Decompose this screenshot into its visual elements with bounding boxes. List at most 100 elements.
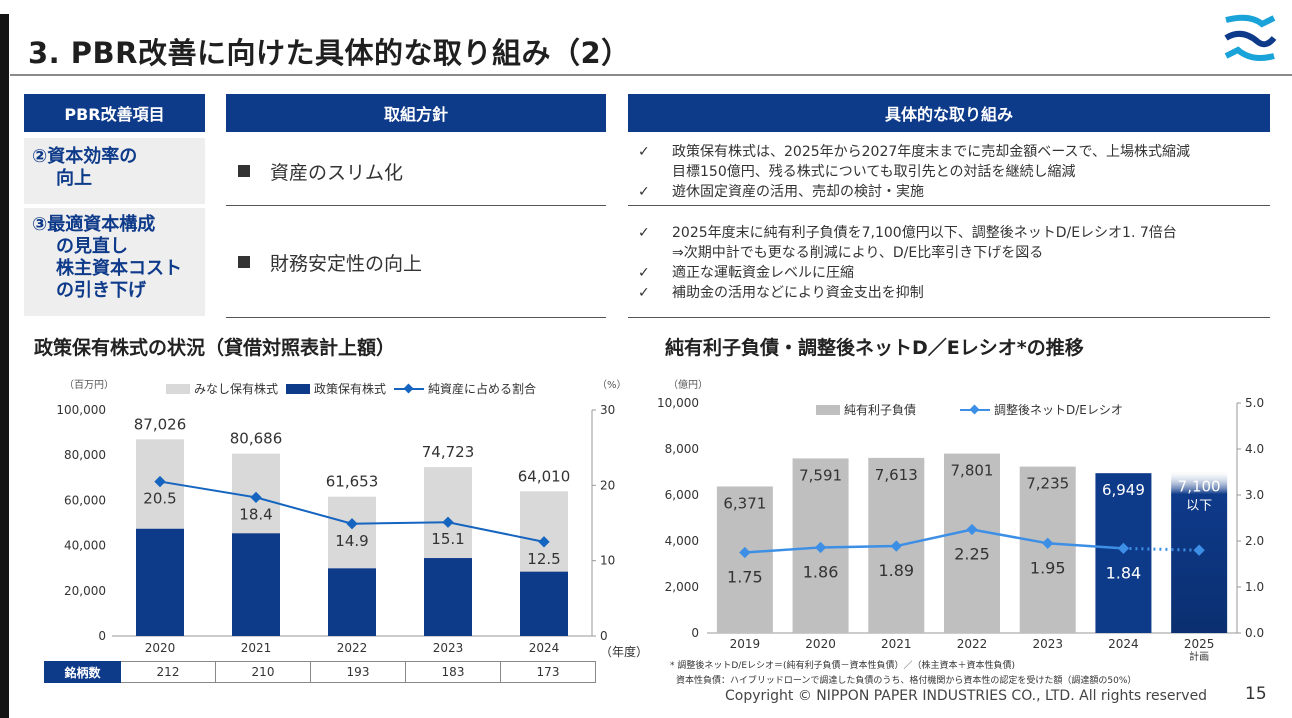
y-tick-label: 6,000 bbox=[665, 488, 699, 502]
y-tick-label: 0 bbox=[691, 626, 699, 640]
legend-label: 政策保有株式 bbox=[314, 382, 387, 396]
check-icon: ✓ bbox=[638, 285, 650, 301]
stocks-count-cell: 210 bbox=[216, 661, 311, 683]
check-icon: ✓ bbox=[638, 265, 650, 281]
legend-line-icon bbox=[394, 383, 425, 395]
left-chart-unit-right: （%） bbox=[597, 380, 627, 391]
pbr-item-line: 向上 bbox=[56, 168, 92, 189]
action-item: ✓ 政策保有株式は、2025年から2027年度末までに売却金額ベースで、上場株式… bbox=[634, 142, 1274, 182]
stocks-count-label: 銘柄数 bbox=[44, 661, 121, 683]
total-label: 61,653 bbox=[326, 473, 379, 491]
right-chart-legend: 純有利子負債 調整後ネットD/Eレシオ bbox=[816, 401, 1123, 418]
right-chart-heading: 純有利子負債・調整後ネットD／Eレシオ*の推移 bbox=[665, 337, 1084, 359]
y2-tick-label: 20 bbox=[600, 478, 615, 492]
y2-tick-label: 3.0 bbox=[1245, 488, 1264, 502]
total-label: 64,010 bbox=[518, 467, 571, 485]
y2-tick-label: 0 bbox=[600, 629, 608, 643]
ratio-label: 12.5 bbox=[527, 550, 560, 568]
action-item: ✓ 遊休固定資産の活用、売却の検討・実施 bbox=[634, 182, 1274, 202]
pbr-item-line: 株主資本コスト bbox=[56, 258, 182, 279]
bar-value-label: 7,591 bbox=[799, 466, 842, 484]
y2-tick-label: 30 bbox=[600, 403, 615, 417]
legend-label: みなし保有株式 bbox=[194, 382, 279, 396]
y-tick-label: 8,000 bbox=[665, 442, 699, 456]
action-line: 目標150億円、残る株式についても取引先との対話を継続し縮減 bbox=[672, 164, 1076, 180]
total-label: 87,026 bbox=[134, 415, 187, 433]
y-tick-label: 4,000 bbox=[665, 534, 699, 548]
ratio-label: 18.4 bbox=[239, 505, 272, 523]
check-icon: ✓ bbox=[638, 225, 650, 241]
pbr-item-capital-structure: ③最適資本構成 の見直し 株主資本コスト の引き下げ bbox=[24, 208, 205, 316]
stocks-count-cell: 193 bbox=[311, 661, 406, 683]
page-number: 15 bbox=[1245, 684, 1267, 704]
pbr-item-line: ②資本効率の bbox=[32, 146, 138, 167]
x-tick-label: 2025 bbox=[1184, 637, 1215, 651]
y-tick-label: 100,000 bbox=[56, 403, 106, 417]
bar-policy-holdings bbox=[520, 571, 568, 636]
de-ratio-label: 1.95 bbox=[1030, 558, 1066, 577]
bar-policy-holdings bbox=[232, 533, 280, 636]
legend-line-icon bbox=[960, 404, 991, 416]
bar-value-label: 7,235 bbox=[1026, 475, 1069, 493]
stocks-count-cell: 173 bbox=[501, 661, 596, 683]
bar-value-label: 7,100 bbox=[1178, 478, 1221, 496]
right-chart: 0 2,000 4,000 6,000 8,000 10,000 0.0 1.0 2.0 3.0 4… bbox=[657, 396, 1264, 663]
copyright: Copyright © NIPPON PAPER INDUSTRIES CO.,… bbox=[725, 688, 1208, 704]
de-ratio-label: 1.84 bbox=[1106, 563, 1142, 582]
ratio-label: 15.1 bbox=[431, 530, 464, 548]
header-pbr-item: PBR改善項目 bbox=[24, 94, 205, 132]
bar-net-debt bbox=[1019, 466, 1076, 633]
bar-value-label: 7,613 bbox=[875, 466, 918, 484]
row-divider bbox=[226, 317, 606, 318]
left-chart-unit-left: （百万円） bbox=[64, 380, 114, 391]
bar-policy-holdings bbox=[328, 568, 376, 636]
company-logo-icon bbox=[1224, 14, 1277, 61]
de-ratio-plan-line bbox=[1123, 546, 1200, 552]
y2-tick-label: 5.0 bbox=[1245, 396, 1264, 410]
y-tick-label: 0 bbox=[98, 629, 106, 643]
de-ratio-label: 2.25 bbox=[954, 545, 990, 564]
bar-deemed-holdings bbox=[520, 491, 568, 572]
ratio-label: 20.5 bbox=[143, 490, 176, 508]
y2-tick-label: 10 bbox=[600, 554, 615, 568]
footnote-de-ratio: * 調整後ネットD/Eレシオ＝(純有利子負債－資本性負債）／（株主資本＋資本性負… bbox=[670, 661, 1016, 671]
left-chart-heading: 政策保有株式の状況（貸借対照表計上額） bbox=[34, 337, 396, 359]
policy-financial-stability: 財務安定性の向上 bbox=[226, 208, 606, 316]
x-tick-label: 2020 bbox=[805, 637, 836, 651]
action-line: 政策保有株式は、2025年から2027年度末までに売却金額ベースで、上場株式縮減 bbox=[672, 144, 1190, 160]
de-ratio-line bbox=[744, 528, 1124, 554]
action-line: 遊休固定資産の活用、売却の検討・実施 bbox=[672, 184, 924, 200]
y-tick-label: 10,000 bbox=[657, 396, 699, 410]
legend-label: 調整後ネットD/Eレシオ bbox=[994, 403, 1123, 417]
x-tick-label: 2024 bbox=[529, 641, 560, 655]
x-tick-label: 2021 bbox=[881, 637, 912, 651]
de-ratio-label: 1.86 bbox=[803, 562, 839, 581]
check-icon: ✓ bbox=[638, 144, 650, 160]
x-tick-label: 2022 bbox=[957, 637, 988, 651]
ratio-label: 14.9 bbox=[335, 532, 368, 550]
action-line: 2025年度末に純有利子負債を7,100億円以下、調整後ネットD/Eレシオ1. … bbox=[672, 225, 1177, 241]
y2-tick-label: 2.0 bbox=[1245, 534, 1264, 548]
bar-value-suffix: 以下 bbox=[1186, 499, 1212, 514]
policy-asset-slimming: 資産のスリム化 bbox=[226, 138, 606, 204]
y-tick-label: 20,000 bbox=[64, 584, 106, 598]
square-bullet-icon bbox=[238, 165, 250, 177]
title-divider bbox=[10, 74, 1292, 76]
square-bullet-icon bbox=[238, 256, 250, 268]
y-tick-label: 80,000 bbox=[64, 448, 106, 462]
right-chart-unit-left: （億円） bbox=[668, 380, 708, 391]
x-tick-label: 2020 bbox=[145, 641, 176, 655]
header-actions: 具体的な取り組み bbox=[628, 94, 1270, 132]
left-chart: 0 20,000 40,000 60,000 80,000 100,000 0 10 20 30 8… bbox=[56, 403, 615, 655]
legend-label: 純有利子負債 bbox=[844, 403, 917, 417]
x-tick-sublabel: 計画 bbox=[1189, 650, 1209, 663]
y-tick-label: 60,000 bbox=[64, 493, 106, 507]
pbr-item-line: ③最適資本構成 bbox=[32, 214, 156, 235]
row-divider bbox=[628, 317, 1270, 318]
x-tick-label: 2023 bbox=[1032, 637, 1063, 651]
left-chart-x-suffix: （年度） bbox=[600, 645, 649, 659]
total-label: 74,723 bbox=[422, 443, 475, 461]
action-line: 補助金の活用などにより資金支出を抑制 bbox=[672, 285, 924, 301]
policy-label: 資産のスリム化 bbox=[270, 161, 404, 184]
action-line: ⇒次期中計でも更なる削減により、D/E比率引き下げを図る bbox=[672, 245, 1044, 261]
